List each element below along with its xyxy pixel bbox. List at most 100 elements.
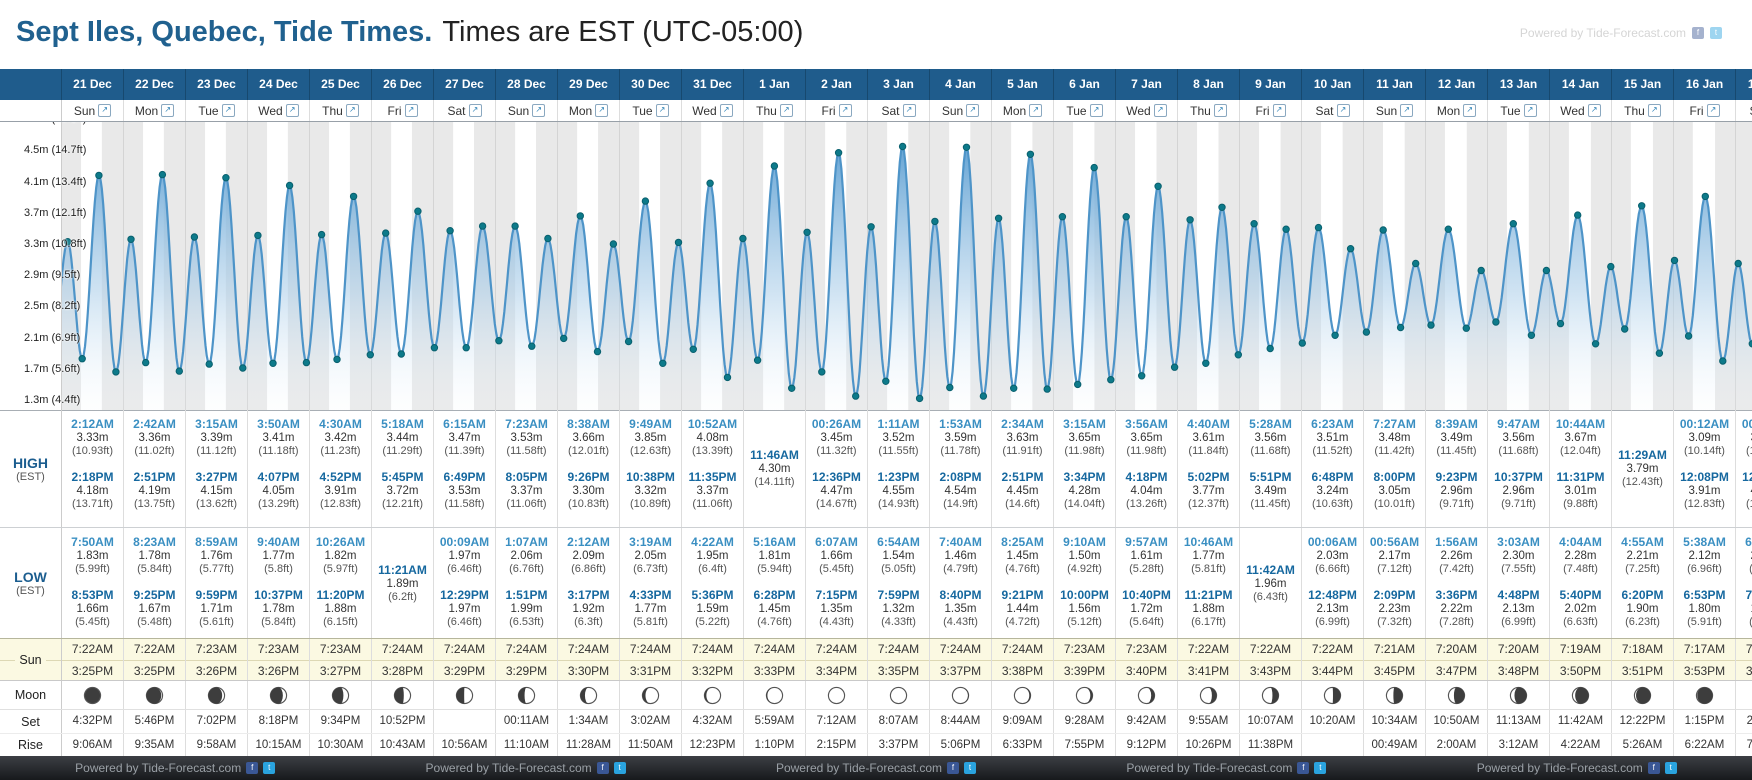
twitter-icon[interactable]: t <box>1664 762 1677 774</box>
low-tide-entry: 3:03AM 2.30m (7.55ft) <box>1497 535 1540 575</box>
high-tide-entry: 7:23AM 3.53m (11.58ft) <box>505 417 548 457</box>
high-tide-entry: 4:40AM 3.61m (11.84ft) <box>1187 417 1230 457</box>
facebook-icon[interactable]: f <box>246 762 259 774</box>
high-tide-cell: 7:23AM 3.53m (11.58ft) 8:05PM 3.37m (11.06ft) <box>496 410 558 527</box>
sun-times-cell: 7:21AM 3:45PM <box>1364 639 1426 680</box>
expand-day-icon[interactable]: ↗ <box>655 104 669 117</box>
expand-day-icon[interactable]: ↗ <box>595 104 609 117</box>
dow-label: Wed <box>692 103 717 118</box>
expand-day-icon[interactable]: ↗ <box>779 104 793 117</box>
low-tide-cell: 6:07AM 1.66m (5.45ft) 7:15PM 1.35m (4.43ft) <box>806 528 868 638</box>
dow-label: Mon <box>1436 103 1461 118</box>
expand-day-icon[interactable]: ↗ <box>532 104 546 117</box>
expand-day-icon[interactable]: ↗ <box>1463 104 1477 117</box>
expand-day-icon[interactable]: ↗ <box>1400 104 1414 117</box>
high-tide-cell: 1:53AM 3.59m (11.78ft) 2:08PM 4.54m (14.9ft) <box>930 410 992 527</box>
expand-day-icon[interactable]: ↗ <box>1706 104 1720 117</box>
expand-day-icon[interactable]: ↗ <box>902 104 916 117</box>
sunset-time: 3:51PM <box>1621 664 1664 678</box>
powered-by-link[interactable]: Powered by Tide-Forecast.com f t <box>776 761 977 775</box>
expand-day-icon[interactable]: ↗ <box>404 104 418 117</box>
powered-by-watermark[interactable]: Powered by Tide-Forecast.com f t <box>1520 26 1722 40</box>
sunrise-time: 7:22AM <box>124 639 185 661</box>
expand-day-icon[interactable]: ↗ <box>1153 104 1167 117</box>
moonrise-row: Rise 9:06AM 9:35AM 9:58AM 10:15AM 10:30AM 10:… <box>0 733 1752 756</box>
moonrise-cell: 3:37PM <box>868 734 930 756</box>
expand-day-icon[interactable]: ↗ <box>221 104 235 117</box>
high-tide-entry: 7:27AM 3.48m (11.42ft) <box>1373 417 1416 457</box>
low-tide-entry: 1:56AM 2.26m (7.42ft) <box>1435 535 1478 575</box>
low-tide-entry: 9:40AM 1.77m (5.8ft) <box>257 535 300 575</box>
expand-day-icon[interactable]: ↗ <box>1647 104 1661 117</box>
tide-chart: 4.9m (16.1ft) 4.5m (14.7ft) 4.1m (13.4ft) 3… <box>0 122 1752 411</box>
dow-cell: Tue ↗ <box>620 100 682 121</box>
twitter-icon[interactable]: t <box>1314 762 1327 774</box>
expand-day-icon[interactable]: ↗ <box>98 104 112 117</box>
powered-by-link[interactable]: Powered by Tide-Forecast.com f t <box>1477 761 1677 775</box>
sunset-time: 3:33PM <box>753 664 796 678</box>
sun-times-cell: 7:22AM 3:25PM <box>62 639 124 680</box>
sunrise-time: 7:24AM <box>744 639 805 661</box>
expand-day-icon[interactable]: ↗ <box>1336 104 1350 117</box>
powered-by-link[interactable]: Powered by Tide-Forecast.com f t <box>426 761 626 775</box>
date-cell: 13 Jan <box>1488 69 1550 100</box>
expand-day-icon[interactable]: ↗ <box>838 104 852 117</box>
high-tide-entry: 11:35PM 3.37m (11.06ft) <box>688 470 737 510</box>
moonrise-cell: 10:43AM <box>372 734 434 756</box>
facebook-icon[interactable]: f <box>1692 27 1704 39</box>
high-tide-entry: 2:42AM 3.36m (11.02ft) <box>133 417 176 457</box>
facebook-icon[interactable]: f <box>1297 762 1310 774</box>
low-tide-cell: 1:56AM 2.26m (7.42ft) 3:36PM 2.22m (7.28ft) <box>1426 528 1488 638</box>
dow-label: Sun <box>941 103 964 118</box>
expand-day-icon[interactable]: ↗ <box>285 104 299 117</box>
moon-phase-cell <box>1054 681 1116 709</box>
powered-by-link[interactable]: Powered by Tide-Forecast.com f t <box>1126 761 1327 775</box>
low-tide-entry: 5:38AM 2.12m (6.96ft) <box>1683 535 1726 575</box>
expand-day-icon[interactable]: ↗ <box>1272 104 1286 117</box>
powered-by-text: Powered by Tide-Forecast.com <box>1476 761 1643 775</box>
sunrise-time: 7:24AM <box>620 639 681 661</box>
moonrise-cell: 6:22AM <box>1674 734 1736 756</box>
dow-label: Sat <box>1749 104 1752 118</box>
expand-day-icon[interactable]: ↗ <box>1523 104 1537 117</box>
dow-cell: Tue ↗ <box>186 100 248 121</box>
expand-day-icon[interactable]: ↗ <box>1587 104 1601 117</box>
expand-day-icon[interactable]: ↗ <box>161 104 175 117</box>
expand-day-icon[interactable]: ↗ <box>719 104 733 117</box>
dow-label: Mon <box>568 103 593 118</box>
moonrise-cell: 1:10PM <box>744 734 806 756</box>
facebook-icon[interactable]: f <box>947 762 960 774</box>
twitter-icon[interactable]: t <box>263 762 276 774</box>
twitter-icon[interactable]: t <box>964 762 977 774</box>
timezone-note: Times are EST (UTC-05:00) <box>442 16 804 48</box>
expand-day-icon[interactable]: ↗ <box>966 104 980 117</box>
low-tide-entry: 4:48PM 2.13m (6.99ft) <box>1497 588 1540 628</box>
high-tide-entry: 8:39AM 3.49m (11.45ft) <box>1435 417 1478 457</box>
facebook-icon[interactable]: f <box>1647 762 1660 774</box>
date-cell: 29 Dec <box>558 69 620 100</box>
twitter-icon[interactable]: t <box>613 762 626 774</box>
high-tide-entry: 11:46AM 4.30m (14.11ft) <box>750 448 799 488</box>
expand-day-icon[interactable]: ↗ <box>1089 104 1103 117</box>
facebook-icon[interactable]: f <box>596 762 609 774</box>
expand-day-icon[interactable]: ↗ <box>345 104 359 117</box>
low-tide-entry: 7:15PM 1.35m (4.43ft) <box>815 588 858 628</box>
low-tide-entry: 11:21AM 1.89m (6.2ft) <box>378 562 427 603</box>
sunrise-time: 7:22AM <box>1302 639 1363 661</box>
page-footer: Powered by Tide-Forecast.com f t Powered by… <box>0 756 1752 780</box>
low-tide-cell: 4:55AM 2.21m (7.25ft) 6:20PM 1.90m (6.23ft) <box>1612 528 1674 638</box>
moonset-cell: 10:52PM <box>372 710 434 733</box>
low-tide-entry: 3:17PM 1.92m (6.3ft) <box>567 588 610 628</box>
moon-phase-cell <box>186 681 248 709</box>
low-tide-entry: 4:55AM 2.21m (7.25ft) <box>1621 535 1664 575</box>
sunset-time: 3:54PM <box>1745 664 1752 678</box>
date-cell: 15 Jan <box>1612 69 1674 100</box>
expand-day-icon[interactable]: ↗ <box>1213 104 1227 117</box>
expand-day-icon[interactable]: ↗ <box>1029 104 1043 117</box>
expand-day-icon[interactable]: ↗ <box>468 104 482 117</box>
twitter-icon[interactable]: t <box>1710 27 1722 39</box>
powered-by-text: Powered by Tide-Forecast.com <box>75 761 242 775</box>
sunrise-time: 7:20AM <box>1488 639 1549 661</box>
date-cell: 4 Jan <box>930 69 992 100</box>
powered-by-link[interactable]: Powered by Tide-Forecast.com f t <box>75 761 276 775</box>
